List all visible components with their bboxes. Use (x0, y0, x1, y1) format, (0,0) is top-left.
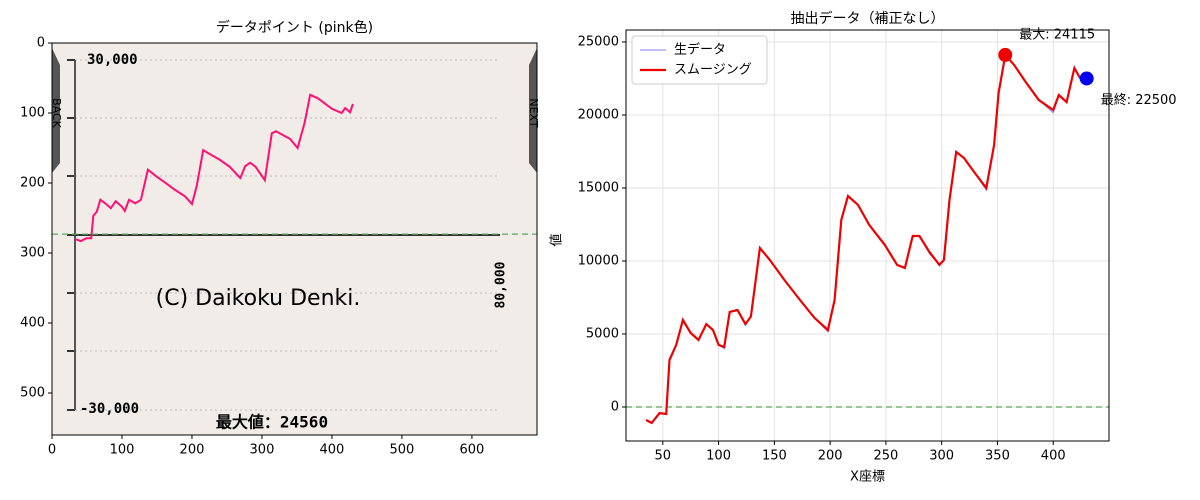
image-max-label: 最大値：24560 (216, 413, 328, 432)
x-axis-label: X座標 (850, 470, 885, 485)
image-right-label: 80,000 (494, 261, 509, 308)
x-tick-label: 500 (390, 443, 415, 458)
y-tick-label: 200 (20, 176, 45, 191)
x-tick-label: 200 (180, 443, 205, 458)
axes-frame (51, 42, 538, 436)
legend-label: 生データ (674, 42, 726, 58)
x-tick-label: 200 (818, 449, 843, 464)
image-top-label: 30,000 (87, 52, 138, 68)
x-tick-label: 400 (320, 443, 345, 458)
annotation-marker (1079, 71, 1094, 86)
x-tick-label: 400 (1041, 449, 1066, 464)
x-tick-label: 300 (250, 443, 275, 458)
legend-label: スムージング (674, 63, 752, 78)
x-tick-label: 350 (985, 449, 1010, 464)
image: BACK NEXT 30,000 -30,000 80,000 (C) Daikoku D… (50, 43, 540, 435)
back-arrow (52, 48, 60, 173)
x-tick-label: 150 (762, 449, 787, 464)
annotation-label: 最大: 24115 (1019, 27, 1095, 42)
chart-title: 抽出データ（補正なし） (791, 10, 945, 27)
x-tick-label: 300 (929, 449, 954, 464)
trace (74, 93, 354, 243)
annotation-label: 最終: 22500 (1101, 92, 1177, 108)
y-axis-label: 値 (549, 233, 565, 246)
x-tick-label: 0 (48, 443, 56, 458)
series-line (645, 52, 1087, 425)
y-tick-label: 5000 (586, 326, 619, 341)
watermark: (C) Daikoku Denki. (156, 286, 361, 311)
x-tick-label: 100 (706, 449, 731, 464)
y-tick-label: 15000 (578, 180, 619, 195)
y-tick-label: 10000 (578, 253, 619, 268)
image-background (52, 43, 537, 435)
x-tick-label: 100 (110, 443, 135, 458)
series-line (645, 53, 1087, 424)
y-tick-label: 25000 (578, 34, 619, 49)
x-tick-label: 600 (459, 443, 484, 458)
y-tick-label: 20000 (578, 107, 619, 122)
back-label: BACK (50, 98, 63, 129)
y-tick-label: 500 (20, 386, 45, 401)
y-tick-label: 300 (20, 246, 45, 261)
x-tick-label: 250 (873, 449, 898, 464)
annotation-marker (998, 47, 1013, 62)
next-arrow (529, 48, 537, 173)
axes-frame (625, 29, 1110, 442)
image-bottom-label: -30,000 (80, 401, 139, 417)
x-tick-label: 50 (655, 449, 672, 464)
y-tick-label: 0 (611, 399, 619, 414)
y-tick-label: 0 (37, 36, 45, 51)
legend-box (631, 35, 768, 85)
next-label: NEXT (527, 98, 540, 128)
y-tick-label: 100 (20, 106, 45, 121)
chart-title: データポイント (pink色) (216, 19, 373, 36)
y-tick-label: 400 (20, 316, 45, 331)
